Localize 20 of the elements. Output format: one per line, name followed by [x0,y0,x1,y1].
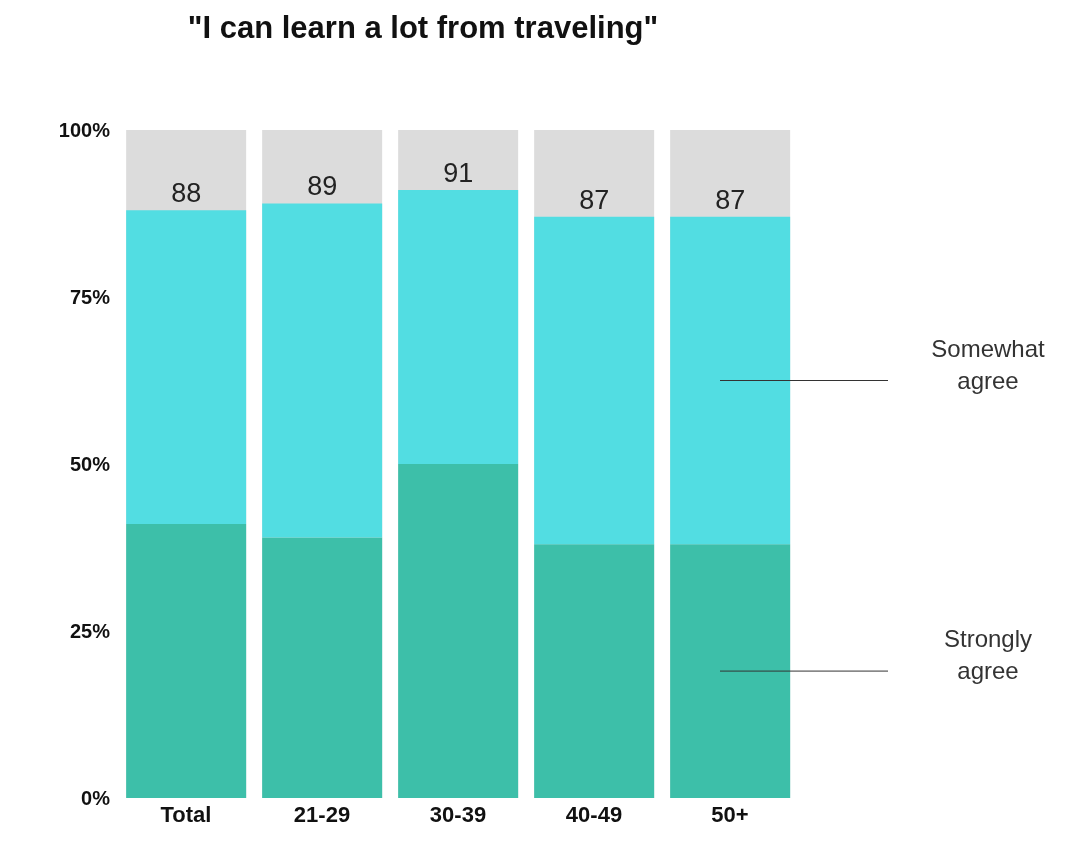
x-tick-label: Total [160,801,212,827]
total-label: 89 [307,171,338,202]
x-tick-label: 21-29 [293,801,351,827]
total-label: 87 [715,184,746,215]
y-tick-label: 100% [58,119,111,142]
bar [126,524,247,798]
x-tick-label: 30-39 [429,801,487,827]
chart-title: "I can learn a lot from traveling" [186,10,660,46]
total-label: 87 [579,184,610,215]
text: Strongly agree [943,625,1033,685]
text: Somewhat agree [931,334,1046,394]
y-tick-label: 75% [69,286,111,309]
bar [398,464,519,798]
y-tick-label: 50% [69,453,111,476]
y-tick-label: 25% [69,620,111,643]
total-label: 91 [443,158,474,189]
y-tick-label: 0% [81,787,111,810]
x-tick-label: 50+ [711,801,749,827]
x-tick-label: 40-49 [565,801,623,827]
total-label: 88 [171,178,202,209]
